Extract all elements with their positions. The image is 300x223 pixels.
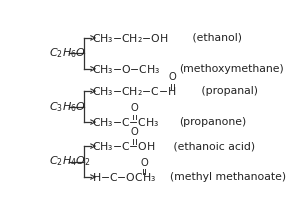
Text: O: O xyxy=(140,158,148,167)
Text: (propanal): (propanal) xyxy=(198,86,258,96)
Text: C$_3$H$_6$O: C$_3$H$_6$O xyxy=(49,100,86,114)
Text: CH₃$-$C$-$CH₃: CH₃$-$C$-$CH₃ xyxy=(92,116,160,128)
Text: (propanone): (propanone) xyxy=(179,117,247,127)
Text: H$-$C$-$OCH₃: H$-$C$-$OCH₃ xyxy=(92,171,156,183)
Text: CH₃$-$CH₂$-$OH: CH₃$-$CH₂$-$OH xyxy=(92,32,168,44)
Text: (methyl methanoate): (methyl methanoate) xyxy=(170,172,286,182)
Text: CH₃$-$CH₂$-$C$-$H: CH₃$-$CH₂$-$C$-$H xyxy=(92,85,176,97)
Text: C$_2$H$_6$O: C$_2$H$_6$O xyxy=(49,46,86,60)
Text: CH₃$-$C$-$OH: CH₃$-$C$-$OH xyxy=(92,140,156,152)
Text: (methoxymethane): (methoxymethane) xyxy=(179,64,284,74)
Text: O: O xyxy=(131,103,138,113)
Text: (ethanoic acid): (ethanoic acid) xyxy=(170,141,255,151)
Text: O: O xyxy=(131,127,138,137)
Text: (ethanol): (ethanol) xyxy=(189,33,242,43)
Text: C$_2$H$_4$O$_2$: C$_2$H$_4$O$_2$ xyxy=(49,155,91,168)
Text: O: O xyxy=(168,72,176,82)
Text: CH₃$-$O$-$CH₃: CH₃$-$O$-$CH₃ xyxy=(92,63,160,75)
